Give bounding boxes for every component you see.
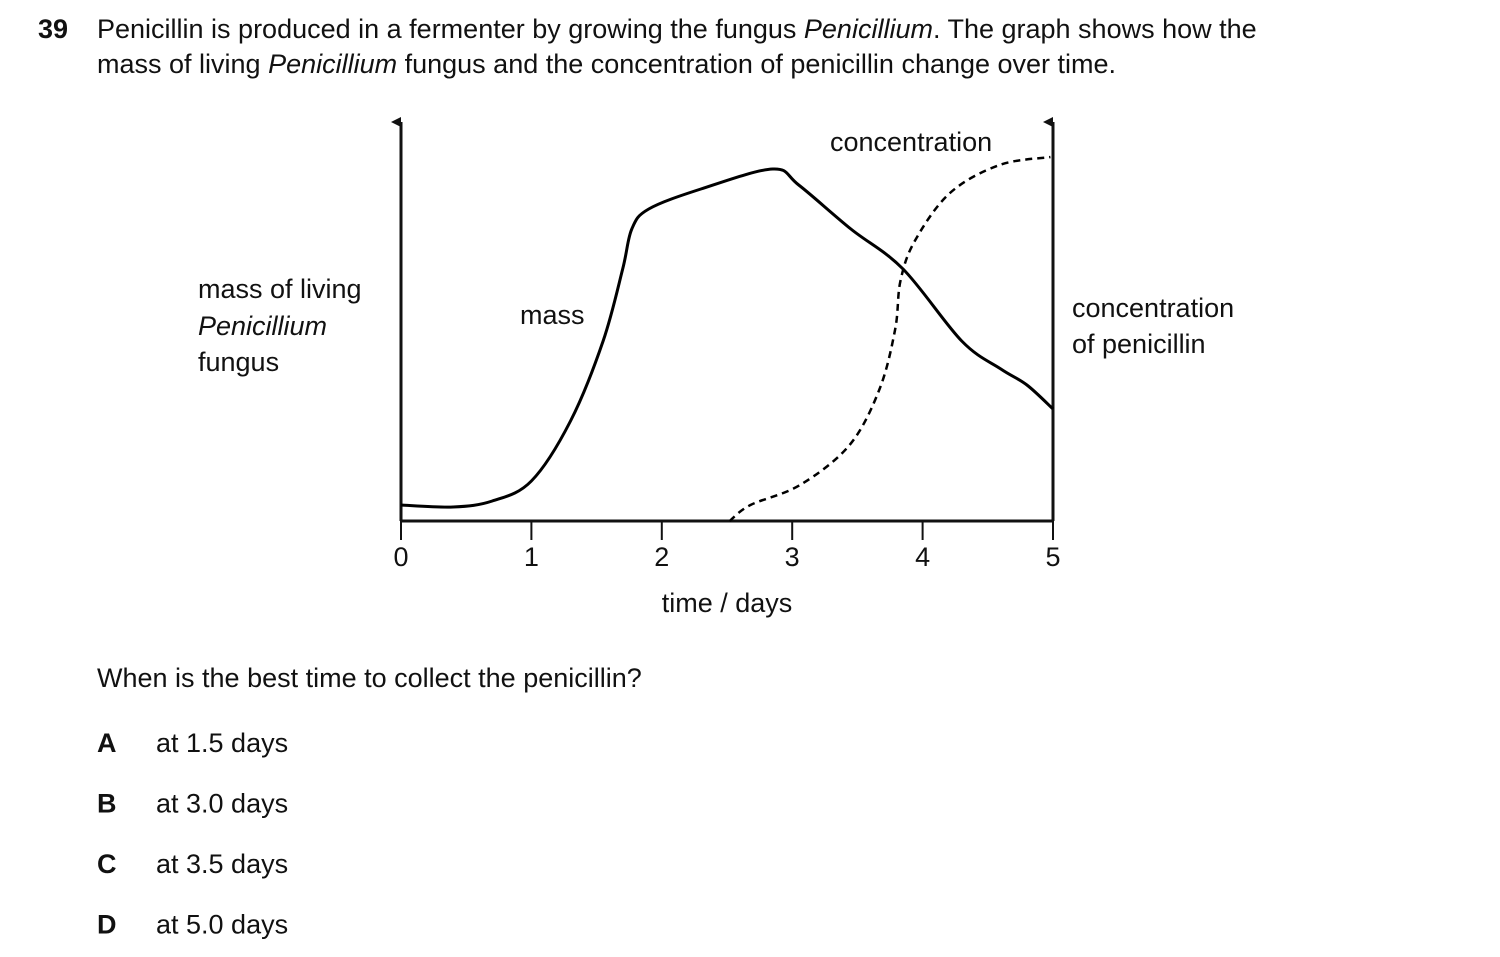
text: . The graph shows how the (933, 14, 1257, 44)
text: mass of living (97, 49, 268, 79)
y-label: fungus (198, 347, 279, 377)
text: Penicillium (804, 14, 933, 44)
option-letter: A (97, 728, 117, 758)
x-tick-label: 1 (524, 542, 539, 572)
prompt: When is the best time to collect the pen… (97, 663, 642, 693)
series-label: concentration (830, 127, 992, 157)
option-text: at 3.0 days (156, 789, 288, 819)
question-line: Penicillin is produced in a fermenter by… (97, 14, 1257, 44)
option-letter: B (97, 789, 117, 819)
y-label: mass of living (198, 274, 362, 304)
text: Penicillium (268, 49, 397, 79)
question-line: mass of living Penicillium fungus and th… (97, 49, 1116, 79)
series-label: mass (520, 300, 585, 330)
option-letter: D (97, 910, 117, 940)
x-tick-label: 3 (785, 542, 800, 572)
x-label: time / days (662, 588, 793, 618)
question-number: 39 (38, 14, 68, 44)
series-line (400, 167, 1055, 509)
option-text: at 1.5 days (156, 728, 288, 758)
x-tick-label: 2 (654, 542, 669, 572)
y-label: Penicillium (198, 311, 327, 341)
option-letter: C (97, 849, 117, 879)
option-text: at 5.0 days (156, 910, 288, 940)
y2-label: of penicillin (1072, 329, 1206, 359)
y2-label: concentration (1072, 293, 1234, 323)
option-text: at 3.5 days (156, 849, 288, 879)
text: fungus and the concentration of penicill… (397, 49, 1116, 79)
x-tick-label: 0 (393, 542, 408, 572)
text: Penicillin is produced in a fermenter by… (97, 14, 804, 44)
x-tick-label: 4 (915, 542, 930, 572)
x-tick-label: 5 (1045, 542, 1060, 572)
series-line (728, 155, 1051, 522)
